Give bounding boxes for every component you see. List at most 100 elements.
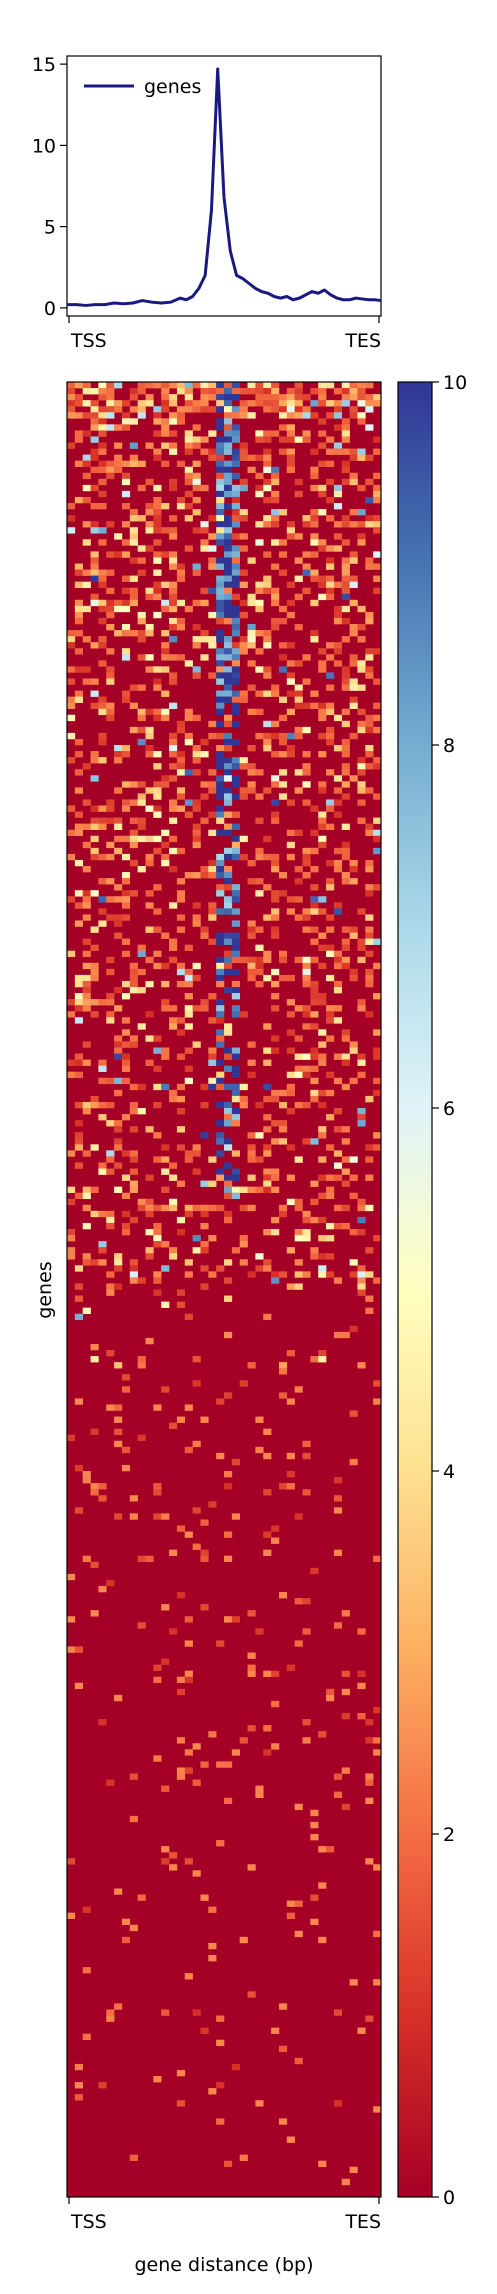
- heatmap-cell: [216, 2118, 225, 2125]
- heatmap-cell: [216, 956, 225, 964]
- heatmap-cell: [192, 829, 201, 837]
- heatmap-cell: [98, 527, 107, 534]
- heatmap-cell: [98, 581, 107, 588]
- heatmap-cell: [74, 769, 83, 776]
- heatmap-cell: [271, 1120, 280, 1127]
- heatmap-cell: [224, 738, 233, 746]
- heatmap-cell: [216, 1265, 225, 1272]
- heatmap-cell: [247, 1864, 256, 1871]
- heatmap-cell: [231, 884, 240, 891]
- heatmap-cell: [239, 2154, 248, 2161]
- heatmap-cell: [176, 763, 186, 770]
- heatmap-cell: [145, 1229, 154, 1236]
- heatmap-cell: [341, 1059, 350, 1066]
- heatmap-cell: [247, 859, 256, 867]
- heatmap-cell: [169, 515, 178, 522]
- heatmap-cell: [231, 811, 240, 818]
- heatmap-cell: [255, 853, 264, 861]
- colorbar-tick-label: 0: [443, 2187, 455, 2209]
- heatmap-cell: [318, 539, 327, 546]
- heatmap-cell: [333, 642, 343, 649]
- heatmap-cell: [176, 847, 186, 855]
- heatmap-cell: [247, 1150, 256, 1157]
- heatmap-cell: [74, 1398, 83, 1405]
- heatmap-cell: [271, 617, 280, 625]
- heatmap-cell: [231, 490, 240, 498]
- heatmap-cell: [161, 775, 170, 782]
- heatmap-cell: [216, 533, 225, 540]
- heatmap-cell: [208, 866, 217, 873]
- heatmap-cell: [137, 1023, 146, 1030]
- heatmap-cell: [121, 551, 131, 558]
- heatmap-cell: [302, 1229, 311, 1236]
- heatmap-cell: [161, 2009, 170, 2016]
- heatmap-cell: [216, 859, 225, 867]
- heatmap-cell: [153, 781, 162, 788]
- heatmap-cell: [349, 382, 358, 389]
- heatmap-cell: [200, 999, 209, 1006]
- heatmap-cell: [278, 1204, 288, 1212]
- heatmap-cell: [216, 454, 225, 461]
- heatmap-cell: [231, 624, 240, 631]
- heatmap-cell: [216, 605, 225, 613]
- heatmap-cell: [278, 569, 288, 576]
- heatmap-cell: [357, 763, 366, 770]
- heatmap-cell: [357, 484, 366, 492]
- heatmap-cell: [365, 823, 374, 830]
- heatmap-cell: [278, 551, 288, 558]
- heatmap-cell: [357, 636, 366, 643]
- heatmap-cell: [192, 672, 201, 679]
- heatmap-cell: [106, 672, 115, 679]
- heatmap-cell: [278, 1089, 288, 1097]
- heatmap-cell: [302, 1271, 311, 1278]
- heatmap-cell: [271, 1271, 280, 1278]
- heatmap-cell: [333, 424, 343, 431]
- heatmap-cell: [365, 914, 374, 921]
- heatmap-cell: [231, 424, 240, 431]
- heatmap-cell: [341, 1156, 350, 1163]
- heatmap-cell: [161, 418, 170, 425]
- heatmap-cell: [341, 521, 350, 528]
- heatmap-cell: [137, 1434, 146, 1442]
- heatmap-cell: [286, 841, 295, 849]
- heatmap-cell: [373, 1864, 382, 1871]
- heatmap-cell: [263, 1549, 272, 1556]
- heatmap-cell: [114, 605, 123, 613]
- heatmap-cell: [161, 1005, 170, 1012]
- heatmap-cell: [294, 1598, 303, 1605]
- heatmap-cell: [271, 859, 280, 867]
- heatmap-cell: [184, 1077, 193, 1085]
- heatmap-cell: [286, 527, 295, 534]
- heatmap-cell: [90, 751, 99, 758]
- heatmap-cell: [192, 920, 201, 927]
- heatmap-cell: [216, 968, 225, 976]
- heatmap-cell: [255, 962, 264, 970]
- heatmap-cell: [74, 1059, 83, 1066]
- heatmap-cell: [263, 400, 272, 407]
- heatmap-cell: [357, 382, 366, 389]
- heatmap-cell: [145, 666, 154, 673]
- heatmap-cell: [224, 853, 233, 861]
- heatmap-cell: [208, 1235, 217, 1242]
- heatmap-cell: [271, 751, 280, 758]
- heatmap-cell: [153, 2076, 162, 2083]
- heatmap-cell: [224, 902, 233, 909]
- heatmap-cell: [106, 1156, 115, 1163]
- heatmap-cell: [161, 781, 170, 788]
- heatmap-cell: [341, 1138, 350, 1145]
- heatmap-cell: [255, 956, 264, 964]
- colorbar-tick-label: 10: [443, 372, 467, 394]
- heatmap-cell: [74, 400, 83, 407]
- heatmap-cell: [263, 1126, 272, 1133]
- heatmap-cell: [98, 696, 107, 703]
- heatmap-cell: [310, 956, 319, 964]
- heatmap-cell: [200, 545, 209, 552]
- heatmap-cell: [310, 569, 319, 576]
- heatmap-cell: [286, 1029, 295, 1036]
- heatmap-cell: [90, 823, 99, 830]
- heatmap-cell: [216, 781, 225, 788]
- heatmap-cell: [231, 1071, 240, 1079]
- heatmap-cell: [106, 1350, 115, 1357]
